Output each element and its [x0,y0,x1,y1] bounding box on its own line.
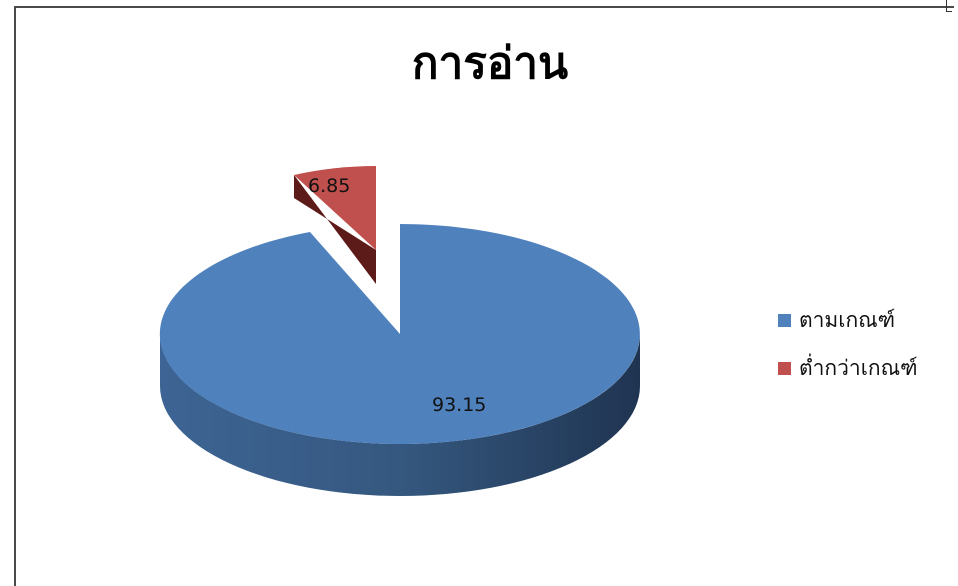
pie-slice-side-1 [294,175,376,284]
legend-label: ต่ำกว่าเกณฑ์ [799,355,918,380]
chart-title: การอ่าน [411,38,569,89]
data-label-0: 93.15 [432,394,486,416]
pie-slice-0 [159,224,640,445]
legend-item: ต่ำกว่าเกณฑ์ [778,344,918,392]
data-label-1: 6.85 [308,175,350,197]
legend-swatch [778,361,791,375]
chart-legend: ตามเกณฑ์ ต่ำกว่าเกณฑ์ [778,296,918,392]
legend-item: ตามเกณฑ์ [778,296,918,344]
window-corner-mark [946,0,952,12]
pie-slice-side-0 [160,334,640,496]
legend-label: ตามเกณฑ์ [799,307,896,332]
legend-swatch [778,313,791,327]
pie-slice-1 [294,166,376,250]
